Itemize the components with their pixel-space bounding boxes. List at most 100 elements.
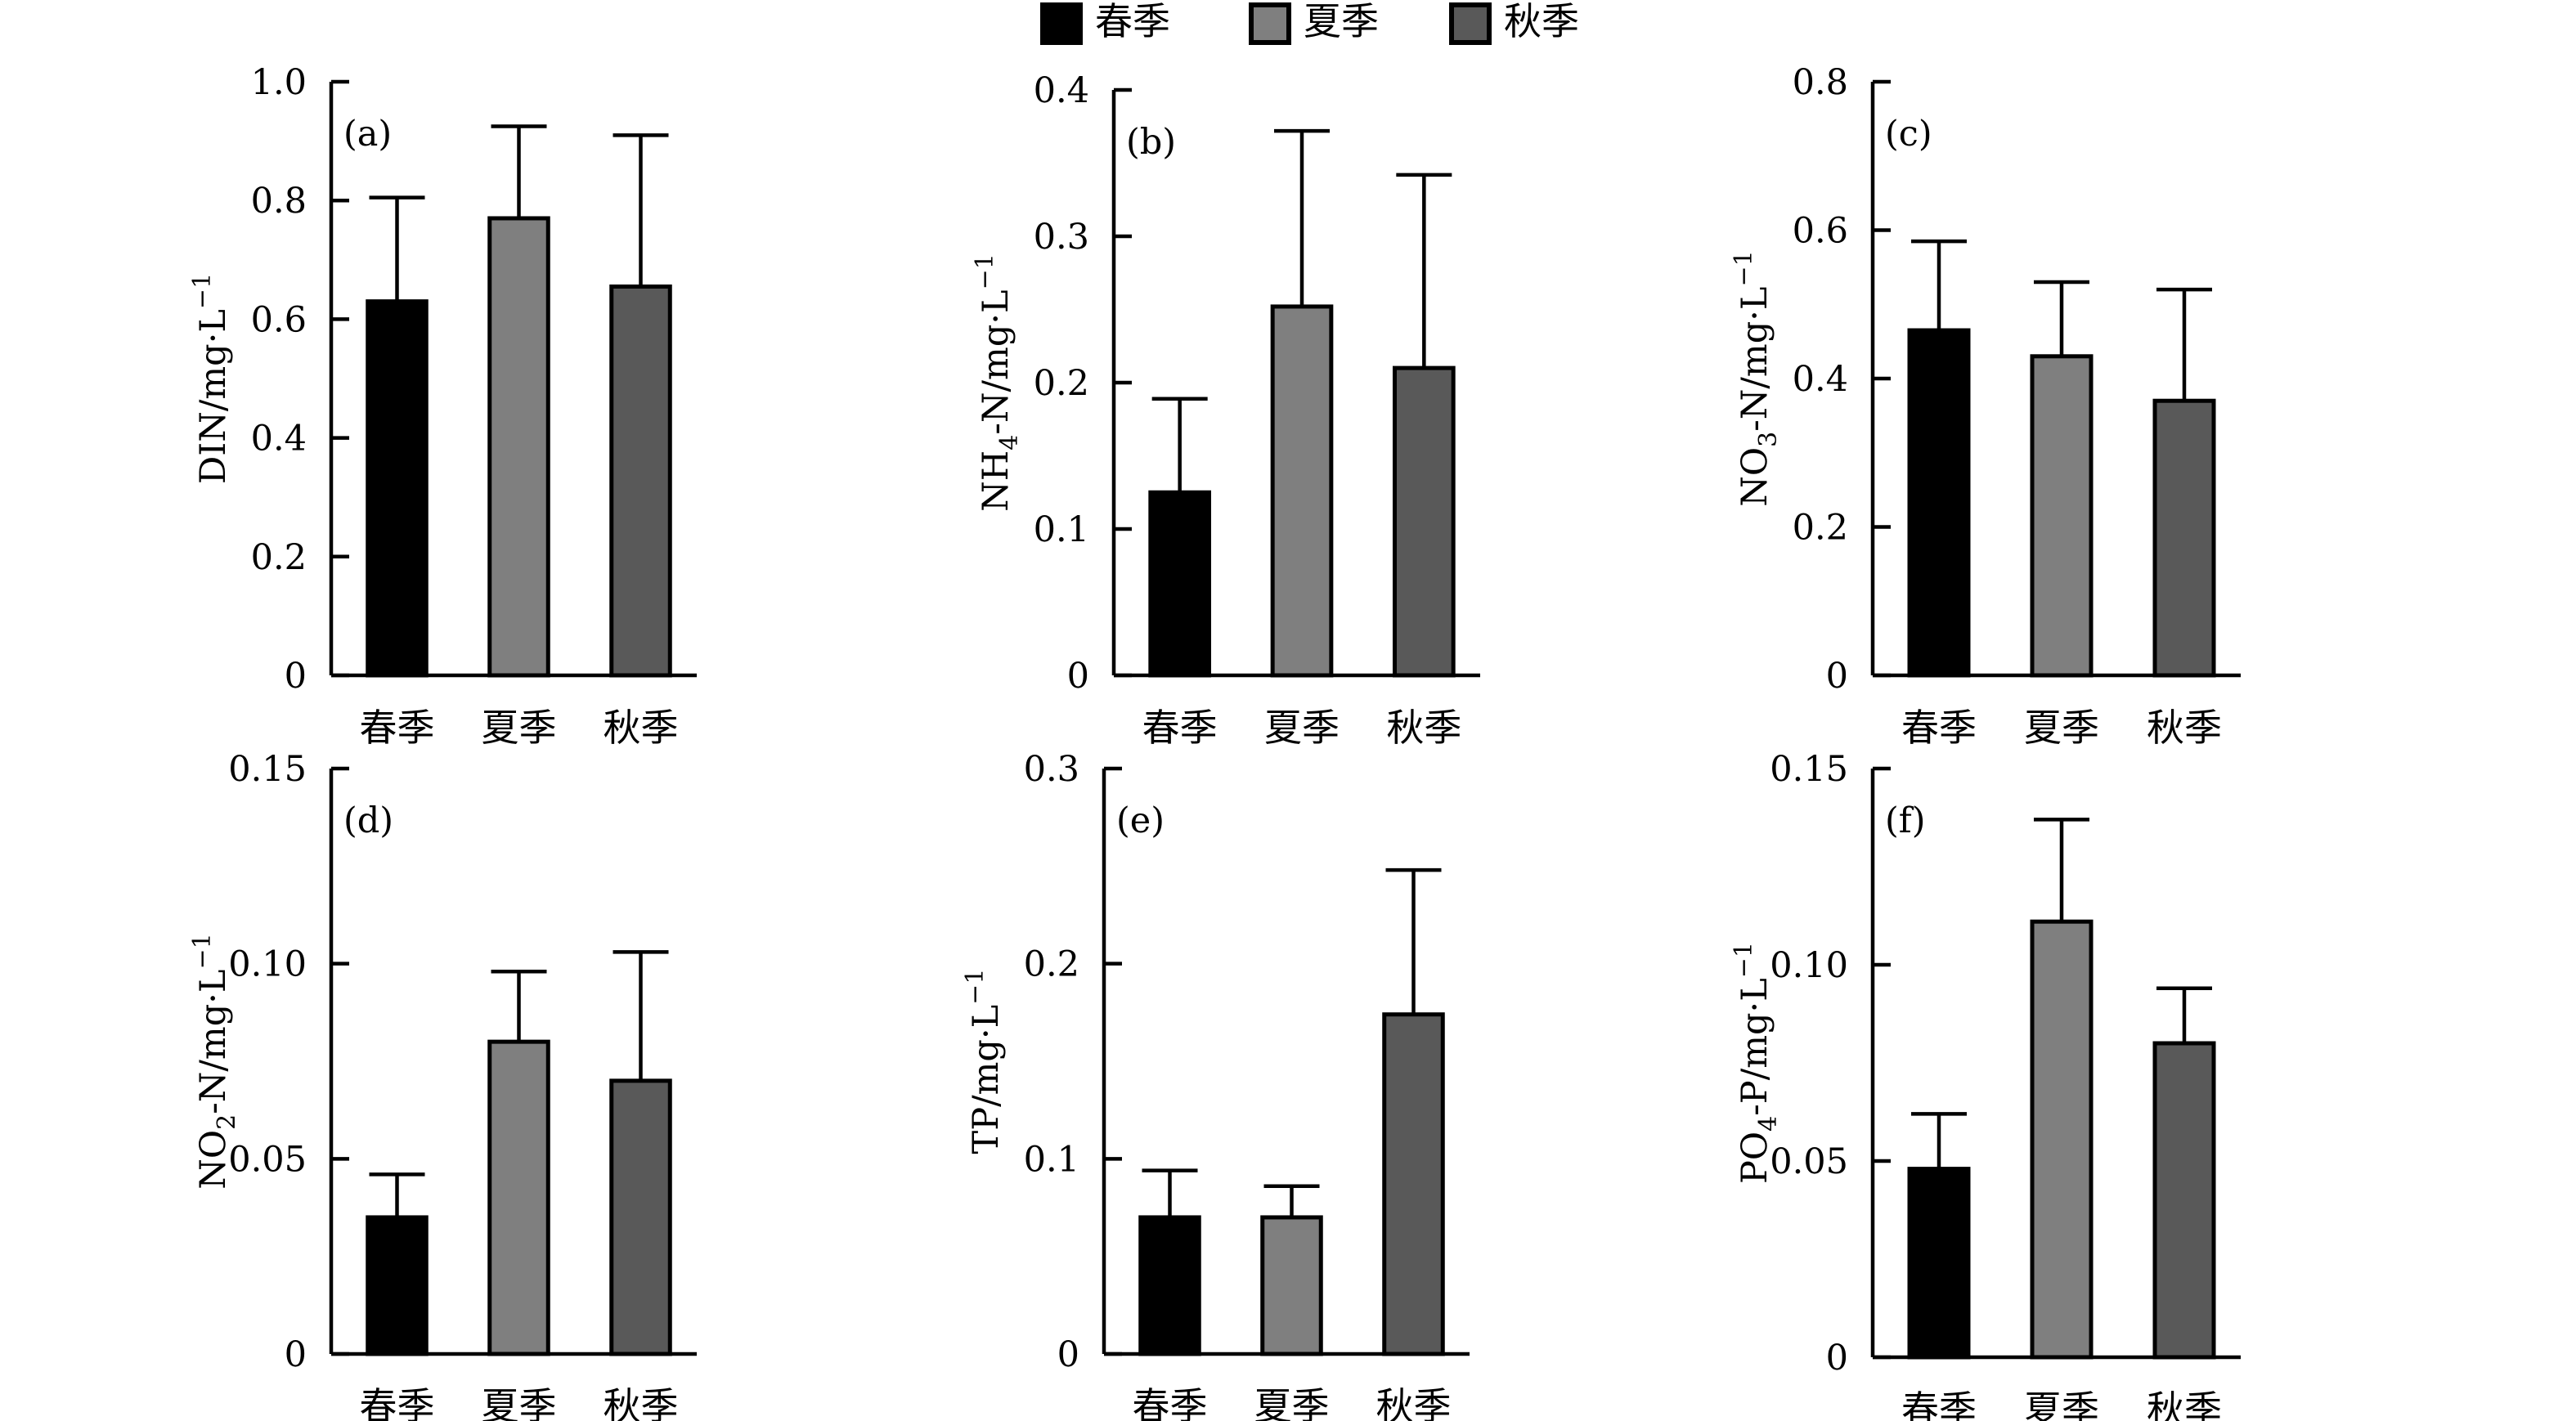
y-tick-label: 0.2 [251,537,307,578]
y-tick-label: 0 [1826,1338,1848,1378]
bar-1 [1148,490,1212,678]
legend-swatch-2 [1249,2,1291,45]
y-axis-title-main: NO [193,1130,234,1190]
x-tick-label: 秋季 [2147,1387,2222,1421]
x-tick-label: 秋季 [1376,1384,1452,1421]
y-tick-label: 0.2 [1034,363,1089,404]
x-tick-label: 春季 [360,1384,435,1421]
bar-2 [1260,1215,1323,1356]
panel-a: 0 0.2 0.4 0.6 0.8 1.0 (a) DIN/mg·L−1 春季 夏季 秋季 [188,62,697,750]
legend-label-3: 秋季 [1504,0,1579,43]
y-axis-title-main: NH [976,451,1016,512]
y-axis-title-rest: -N/mg·L [976,289,1016,434]
y-axis-title: NH4-N/mg·L−1 [971,253,1024,512]
y-axis-title-subscript: 2 [213,1114,241,1130]
bar-1 [1907,328,1971,678]
y-tick-label: 0.05 [1770,1141,1848,1182]
x-tick-label: 夏季 [482,1384,557,1421]
y-tick-label: 0.1 [1024,1139,1079,1180]
y-tick-label: 0.4 [1793,359,1848,400]
legend-label-1: 春季 [1095,0,1170,43]
x-tick-label: 夏季 [2024,706,2099,750]
y-axis-title-rest: -N/mg·L [193,970,234,1114]
y-axis-title-superscript: −1 [971,253,999,289]
x-tick-label: 秋季 [2147,706,2222,750]
panel-f: 0 0.05 0.10 0.15 (f) PO4-P/mg·L−1 春季 夏季 秋季 [1730,749,2241,1421]
y-tick-label: 0 [1057,1334,1079,1375]
y-tick-label: 0.10 [228,944,307,985]
bar-1 [366,1215,429,1356]
y-tick-label: 0.8 [1793,62,1848,103]
y-tick-label: 0.10 [1770,945,1848,986]
bar-2 [2030,354,2094,678]
bar-2 [2030,919,2094,1360]
panel-label: (a) [343,114,392,155]
y-tick-label: 0.3 [1034,217,1089,258]
legend-label-2: 夏季 [1304,0,1379,43]
y-axis-title: TP/mg·L−1 [961,969,1007,1154]
y-axis-title-superscript: −1 [188,273,217,309]
y-axis-title: NO3-N/mg·L−1 [1730,250,1783,506]
y-axis-title-superscript: −1 [961,969,990,1005]
y-axis-title: DIN/mg·L−1 [188,273,234,484]
panel-label: (c) [1885,114,1932,155]
y-axis-title-superscript: −1 [1730,250,1758,286]
x-tick-label: 春季 [1142,706,1218,750]
y-tick-label: 0 [1067,656,1089,697]
x-tick-label: 春季 [1133,1384,1208,1421]
y-axis-title-main: DIN/mg·L [193,309,234,484]
x-tick-label: 秋季 [604,706,679,750]
y-tick-label: 0.2 [1024,944,1079,985]
bar-3 [1382,1012,1445,1356]
bar-1 [366,299,429,678]
panel-label: (e) [1116,800,1165,841]
x-tick-label: 夏季 [482,706,557,750]
y-tick-label: 0.15 [228,749,307,790]
x-tick-label: 夏季 [1264,706,1340,750]
x-tick-label: 春季 [1901,1387,1977,1421]
panel-e: 0 0.1 0.2 0.3 (e) TP/mg·L−1 春季 夏季 秋季 [961,749,1470,1421]
y-axis-title-superscript: −1 [188,933,217,969]
y-tick-label: 0.3 [1024,749,1079,790]
y-tick-label: 0.1 [1034,509,1089,550]
panel-label: (d) [343,800,393,841]
y-tick-label: 0 [1826,656,1848,697]
y-axis-title: NO2-N/mg·L−1 [188,933,241,1189]
y-tick-label: 0.4 [251,419,307,459]
bar-3 [2152,398,2216,678]
bar-2 [1270,304,1334,678]
x-tick-label: 春季 [1901,706,1977,750]
y-axis-title: PO4-P/mg·L−1 [1730,942,1783,1184]
y-axis-title-main: TP/mg·L [966,1005,1007,1154]
bar-3 [609,284,672,678]
panel-c: 0 0.2 0.4 0.6 0.8 (c) NO3-N/mg·L−1 春季 夏季 秋季 [1730,62,2241,750]
panel-b: 0 0.1 0.2 0.3 0.4 (b) NH4-N/mg·L−1 春季 夏季 秋季 [971,70,1480,750]
y-tick-label: 0 [285,656,307,697]
y-tick-label: 0.05 [228,1139,307,1180]
legend-swatch-1 [1040,2,1083,45]
y-tick-label: 0.15 [1770,749,1848,790]
y-axis-title-rest: -P/mg·L [1735,978,1775,1115]
y-axis-title-subscript: 3 [1754,432,1783,447]
y-tick-label: 0.6 [1793,211,1848,252]
y-axis-title-subscript: 4 [995,435,1024,451]
bar-3 [2152,1041,2216,1360]
bar-2 [487,1039,550,1356]
bar-3 [1392,365,1456,678]
y-axis-title-main: PO [1735,1132,1775,1184]
panels: 00.20.40.60.81.0(a)DIN/mg·L−1春季 夏季 秋季00.10… [188,62,2241,1421]
legend: 春季 夏季 秋季 [1040,0,1579,45]
x-tick-label: 夏季 [2024,1387,2099,1421]
panel-label: (b) [1126,122,1176,163]
panel-label: (f) [1885,800,1925,841]
y-tick-label: 0.6 [251,299,307,340]
y-tick-label: 0.4 [1034,70,1089,111]
y-axis-title-superscript: −1 [1730,942,1758,978]
y-axis-title-main: NO [1735,447,1775,507]
y-tick-label: 1.0 [251,62,307,103]
panel-d: 0 0.05 0.10 0.15 (d) NO2-N/mg·L−1 春季 夏季 秋季 [188,749,697,1421]
x-tick-label: 春季 [360,706,435,750]
bar-1 [1907,1167,1971,1360]
y-tick-label: 0 [285,1334,307,1375]
